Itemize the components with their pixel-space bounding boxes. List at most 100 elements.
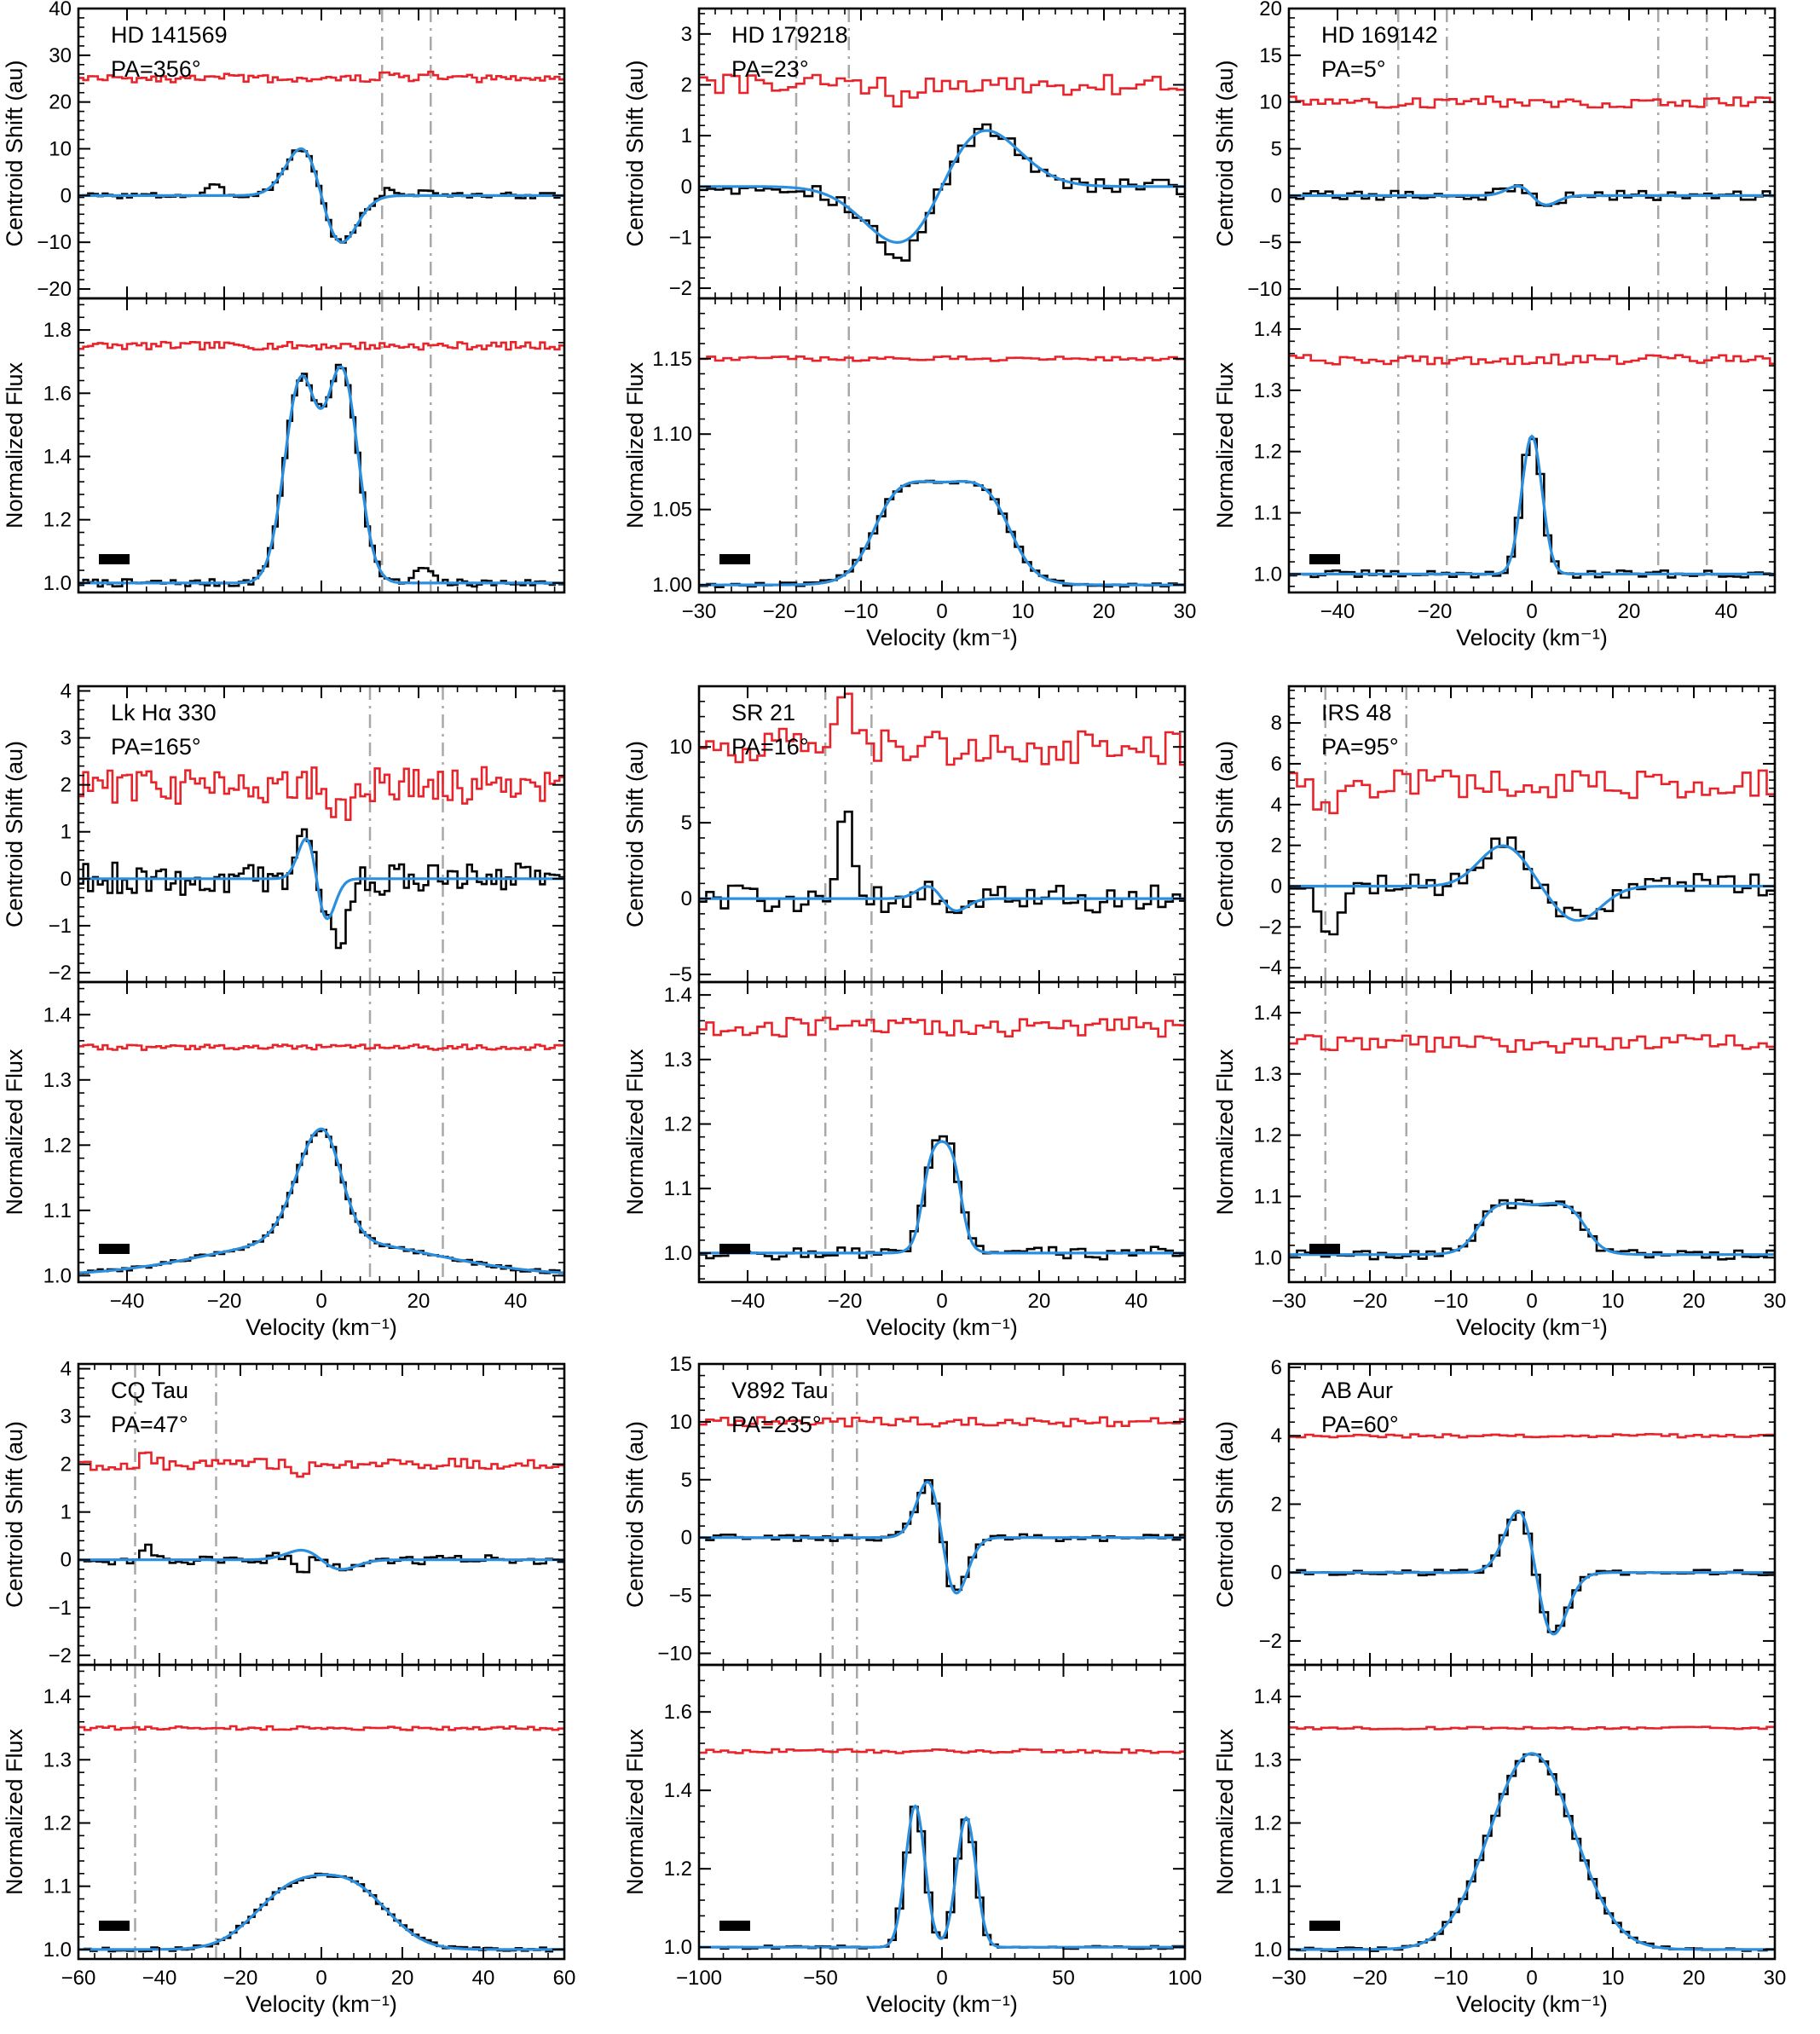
model-series (699, 129, 1185, 244)
panel-frame (697, 1663, 1187, 1961)
x-tick-label: −20 (1418, 600, 1453, 623)
centroid-axis-label: Centroid Shift (au) (1212, 741, 1238, 927)
residual-series (78, 1451, 564, 1478)
y-tick-label: 1.4 (43, 445, 72, 468)
chart-hd-141569: −20 −10 0 10 20 30 40 1.0 1.2 1.4 1.6 1.8 HD 141569 P… (2, 0, 566, 595)
position-angle: PA=47° (111, 1412, 188, 1437)
y-tick-label: 1.2 (1254, 1812, 1282, 1835)
y-tick-label: −5 (669, 963, 692, 986)
x-tick-label: 20 (1093, 600, 1116, 623)
x-tick-label: 0 (1526, 1290, 1537, 1313)
plot-area (699, 686, 1185, 982)
flux-axis-label: Normalized Flux (1212, 1728, 1238, 1895)
y-tick-label: −4 (1259, 956, 1282, 979)
plot-area (78, 9, 564, 298)
model-series (1289, 184, 1775, 206)
y-tick-label: 1.0 (1254, 1939, 1282, 1962)
x-axis-label: Velocity (km⁻¹) (866, 1315, 1018, 1340)
star-name: Lk Hα 330 (111, 700, 217, 725)
y-tick-label: 15 (669, 1353, 692, 1376)
y-tick-label: 1.0 (1254, 563, 1282, 586)
y-tick-label: −10 (37, 231, 72, 254)
y-tick-label: 2 (681, 73, 692, 96)
y-tick-label: 0 (61, 184, 72, 207)
model-series (699, 1140, 1185, 1255)
y-tick-label: −2 (49, 962, 72, 985)
resolution-bar (99, 1244, 130, 1254)
y-tick-label: 1.6 (664, 1701, 692, 1724)
y-tick-label: 10 (669, 736, 692, 759)
x-axis-label: Velocity (km⁻¹) (1456, 1315, 1608, 1340)
flux-axis-label: Normalized Flux (622, 361, 648, 529)
y-tick-label: 1 (61, 821, 72, 844)
x-tick-label: 30 (1764, 1290, 1787, 1313)
flux-panel: 1.00 1.05 1.10 1.15 (652, 297, 1187, 597)
y-tick-label: 1.3 (664, 1049, 692, 1072)
panel-frame (1287, 980, 1777, 1284)
x-tick-label: −20 (1353, 1290, 1388, 1313)
resolution-bar (99, 554, 130, 564)
y-tick-label: 4 (61, 1358, 72, 1381)
model-series (78, 837, 564, 921)
y-tick-label: 1.2 (664, 1113, 692, 1136)
y-tick-label: 30 (49, 44, 72, 67)
y-tick-label: 1.1 (43, 1199, 72, 1222)
centroid-panel: −2 −1 0 1 2 3 4 (49, 680, 566, 985)
x-tick-label: −30 (1272, 1967, 1307, 1990)
x-tick-label: −40 (1320, 600, 1355, 623)
y-tick-label: 1 (681, 124, 692, 147)
x-tick-label: 20 (1618, 600, 1641, 623)
x-tick-label: 0 (936, 1967, 947, 1990)
model-series (1289, 1752, 1775, 1951)
y-tick-label: −1 (669, 226, 692, 249)
y-tick-label: 1.1 (1254, 1875, 1282, 1898)
y-tick-label: 8 (1271, 712, 1282, 735)
star-name: SR 21 (731, 700, 795, 725)
y-tick-label: 0 (61, 868, 72, 891)
y-tick-label: −10 (1247, 278, 1282, 301)
y-tick-label: 20 (1259, 0, 1282, 20)
y-tick-label: 2 (1271, 835, 1282, 858)
y-tick-label: 0 (681, 1527, 692, 1550)
centroid-axis-label: Centroid Shift (au) (2, 60, 27, 246)
model-series (78, 365, 564, 585)
x-tick-label: 40 (1715, 600, 1738, 623)
panel-frame (77, 1663, 566, 1961)
residual-series (699, 355, 1185, 362)
model-series (699, 1480, 1185, 1595)
residual-series (699, 1016, 1185, 1038)
data-series (78, 1129, 564, 1274)
y-tick-label: 1.0 (664, 1242, 692, 1265)
resolution-bar (1309, 1921, 1340, 1931)
data-series (78, 149, 564, 244)
plot-area (1289, 1433, 1775, 1636)
y-tick-label: 15 (1259, 44, 1282, 67)
x-tick-label: −20 (1353, 1967, 1388, 1990)
model-series (1289, 1509, 1775, 1636)
x-tick-label: 50 (1052, 1967, 1075, 1990)
plot-area (699, 1364, 1185, 1665)
flux-axis-label: Normalized Flux (2, 361, 27, 529)
panel-frame (1287, 1362, 1777, 1667)
y-tick-label: 1.1 (664, 1177, 692, 1200)
flux-axis-label: Normalized Flux (2, 1728, 27, 1895)
chart-sr-21: −5 0 5 10 1.0 1.1 1.2 1.3 1.4 SR 21 PA=16° Centroid… (622, 685, 1187, 1340)
data-series (699, 123, 1185, 262)
y-tick-label: 1.6 (43, 382, 72, 405)
y-tick-label: 1.2 (664, 1858, 692, 1881)
residual-series (1289, 1725, 1775, 1731)
plot-area (1289, 9, 1775, 298)
y-tick-label: 1.0 (43, 1264, 72, 1287)
y-tick-label: 2 (1271, 1493, 1282, 1516)
y-tick-label: 1.2 (1254, 1124, 1282, 1147)
x-tick-label: −20 (763, 600, 798, 623)
x-tick-label: 60 (553, 1967, 576, 1990)
x-axis-label: Velocity (km⁻¹) (246, 1315, 397, 1340)
data-series (1289, 1199, 1775, 1261)
model-series (78, 1127, 564, 1274)
y-tick-label: −2 (669, 277, 692, 300)
x-tick-label: −10 (1434, 1967, 1469, 1990)
